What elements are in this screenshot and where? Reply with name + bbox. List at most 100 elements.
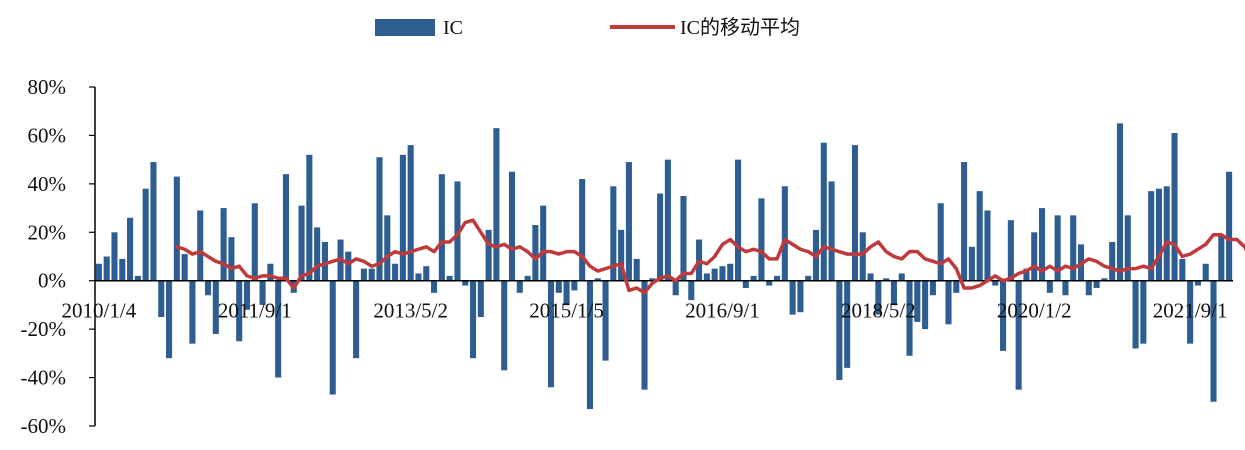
ic-bar [1148, 191, 1155, 281]
ic-bar [555, 280, 562, 293]
legend-moving-average-label: IC的移动平均 [680, 16, 800, 39]
ic-bar [945, 280, 952, 325]
x-tick-label: 2021/9/1 [1153, 299, 1228, 323]
x-tick-label: 2013/5/2 [373, 299, 448, 323]
ic-bar [961, 162, 968, 281]
ic-bar [1015, 280, 1022, 390]
ic-bar [189, 280, 196, 344]
ic-bar [1062, 280, 1069, 296]
ic-bar [992, 280, 999, 286]
y-tick-label: 80% [28, 75, 67, 99]
ic-bar [1093, 280, 1100, 288]
ic-bar [1054, 215, 1061, 281]
moving-average-line [175, 218, 1245, 295]
ic-bar [797, 280, 804, 313]
ic-bar [524, 275, 531, 281]
x-tick-label: 2011/9/1 [218, 299, 292, 323]
y-tick-label: -60% [21, 414, 67, 438]
ic-bar [1007, 220, 1014, 281]
x-tick-label: 2016/9/1 [685, 299, 760, 323]
ic-bar [477, 280, 484, 318]
ic-bar [1116, 123, 1124, 281]
ic-bar [766, 280, 773, 286]
x-tick-label: 2010/1/4 [62, 299, 137, 323]
ic-bar [1109, 241, 1116, 281]
y-tick-label: 0% [38, 269, 66, 293]
ic-bar [657, 193, 664, 281]
ic-bar [844, 280, 851, 368]
ic-bar-series [95, 123, 1233, 410]
ic-bar [384, 215, 391, 281]
ic-bar [602, 280, 609, 361]
ic-bar [298, 205, 305, 281]
ic-bar [321, 241, 328, 281]
ic-bar [181, 254, 188, 281]
ic-bar [820, 142, 827, 281]
ic-bar [547, 280, 555, 388]
moving-average-series [175, 218, 1245, 295]
ic-bar [649, 278, 656, 281]
ic-bar [1023, 268, 1030, 281]
ic-bar [1163, 186, 1170, 281]
ic-bar [1038, 208, 1046, 281]
ic-bar [1179, 258, 1186, 281]
ic-bar [922, 280, 929, 330]
ic-bar [532, 225, 539, 281]
ic-bar [773, 275, 781, 281]
ic-bar [1155, 188, 1162, 281]
ic-bar [875, 280, 882, 315]
ic-bar [415, 273, 422, 281]
x-tick-label: 2018/5/2 [841, 299, 916, 323]
ic-bar [1132, 280, 1139, 349]
ic-bar [625, 162, 632, 281]
ic-bar [859, 232, 866, 281]
ic-bar [1171, 133, 1178, 281]
ic-bar [1187, 280, 1194, 344]
ic-bar [462, 280, 469, 286]
ic-bar [805, 275, 812, 281]
ic-bar [95, 263, 102, 281]
ic-bar [220, 208, 227, 281]
y-tick-label: 40% [28, 172, 67, 196]
ic-bar [672, 280, 679, 296]
y-tick-label: -40% [21, 366, 67, 390]
ic-bar [968, 246, 975, 281]
ic-bar [275, 280, 282, 378]
ic-bar [142, 188, 149, 281]
legend-ic-label: IC [443, 17, 463, 39]
ic-bar [197, 210, 204, 281]
ic-bar [306, 154, 313, 281]
ic-bar [111, 232, 118, 281]
ic-bar [423, 266, 430, 281]
ic-bar [727, 263, 734, 281]
ic-bar [259, 280, 266, 305]
ic-bar [851, 145, 859, 281]
ic-bar [493, 128, 500, 281]
ic-bar [540, 205, 547, 281]
ic-bar [329, 280, 336, 395]
ic-bar [1124, 215, 1131, 281]
ic-bar [1218, 234, 1225, 281]
ic-bar [501, 280, 508, 371]
ic-bar [750, 275, 757, 281]
ic-bar [392, 263, 399, 281]
ic-bar [150, 162, 157, 281]
ic-bar [119, 258, 126, 281]
ic-bar [243, 280, 251, 310]
ic-bar [1000, 280, 1007, 351]
axes [94, 87, 1233, 426]
ic-bar [173, 176, 180, 281]
ic-bar [360, 268, 367, 281]
legend-ic-swatch [375, 19, 435, 36]
ic-bar [781, 186, 788, 281]
ic-bar [1070, 215, 1077, 281]
ic-bar [735, 159, 742, 281]
ic-bar [633, 258, 640, 281]
ic-bar [431, 280, 438, 293]
ic-bar [890, 280, 897, 305]
ic-bar [485, 229, 492, 281]
ic-bar [516, 280, 523, 293]
ic-bar [1194, 280, 1201, 286]
ic-bar [454, 181, 461, 281]
ic-bar [1210, 280, 1217, 402]
